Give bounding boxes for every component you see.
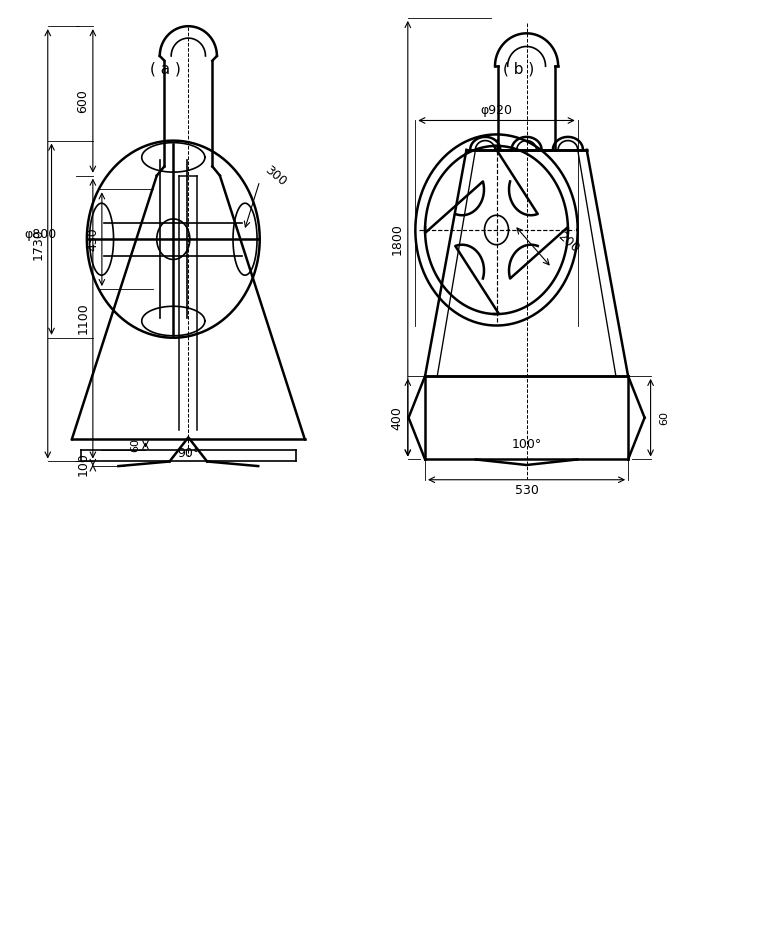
Text: 90°: 90° <box>177 447 199 460</box>
Text: 60: 60 <box>131 438 141 452</box>
Text: φ920: φ920 <box>480 104 512 117</box>
Text: 400: 400 <box>391 405 404 430</box>
Text: 60: 60 <box>659 411 669 425</box>
Text: φ800: φ800 <box>24 228 56 241</box>
Text: ( b ): ( b ) <box>503 61 535 76</box>
Text: 300: 300 <box>262 163 289 188</box>
Text: 1800: 1800 <box>391 223 404 255</box>
Text: 100°: 100° <box>511 438 542 451</box>
Text: 1100: 1100 <box>77 302 90 335</box>
Text: 100: 100 <box>77 452 90 476</box>
Text: 430: 430 <box>87 227 100 251</box>
Text: 530: 530 <box>515 485 539 498</box>
Text: 200: 200 <box>555 229 581 255</box>
Text: 600: 600 <box>77 89 90 113</box>
Text: ( a ): ( a ) <box>150 61 181 76</box>
Text: 1730: 1730 <box>31 228 45 259</box>
